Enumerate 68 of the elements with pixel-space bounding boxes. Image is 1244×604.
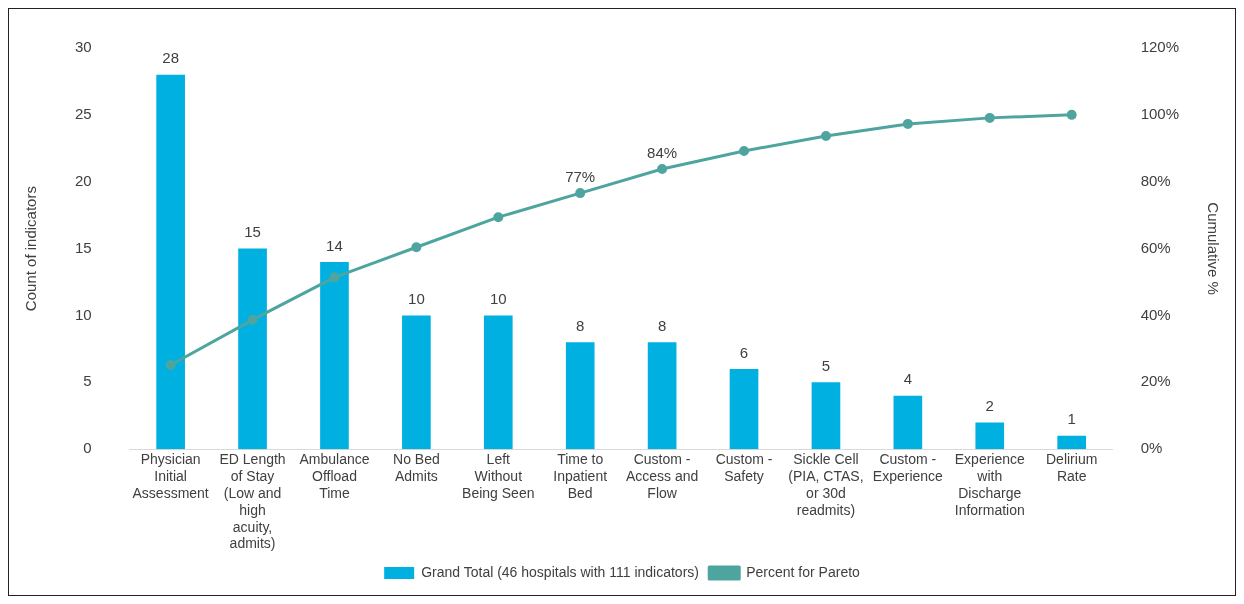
y-tick-label: 15 [75,238,92,256]
data-label: 77% [565,167,596,185]
x-tick-label: Ambulance Offload Time [299,451,370,502]
data-label: 10 [489,290,507,308]
x-tick-label: Custom - Safety [715,451,773,485]
data-label: 84% [647,143,678,161]
y2-axis-title: Cumulative % [1204,202,1222,295]
data-label: 10 [408,290,425,308]
data-label: 28 [162,49,179,67]
data-label: 6 [739,343,749,361]
bar [1057,435,1087,450]
point [247,314,258,325]
y-tick-label: 5 [83,372,92,390]
data-label: 15 [244,223,261,241]
bar [238,248,267,450]
data-label: 4 [903,370,913,388]
x-tick-label: Sickle Cell (PIA, CTAS, or 30d readmits) [788,451,864,518]
bar [156,74,185,450]
bar [565,342,595,450]
bar [975,422,1005,450]
point [165,359,176,370]
x-tick-label: Left Without Being Seen [462,451,535,502]
point [493,212,504,223]
y-axis-title: Count of indicators [22,186,40,312]
y-tick-label: 0 [83,439,92,457]
y2-tick-label: 120% [1140,38,1180,56]
x-tick-label: Custom - Experience [872,451,944,485]
point [411,242,422,253]
point [575,188,586,199]
point [657,164,668,175]
bar [483,315,513,450]
data-label: 8 [657,316,667,334]
y-tick-label: 20 [75,171,92,189]
y2-tick-label: 40% [1140,305,1171,323]
y2-tick-label: 60% [1140,238,1171,256]
x-tick-label: Experience with Discharge Information [954,451,1025,518]
point [1066,109,1077,120]
x-tick-label: No Bed Admits [393,451,440,485]
x-tick-label: Time to Inpatient Bed [553,451,608,502]
y-tick-label: 10 [75,305,92,323]
data-label: 8 [576,316,585,334]
bar [402,315,431,450]
x-tick-label: Delirium Rate [1046,451,1098,485]
x-tick-label: Physician Initial Assessment [132,451,209,502]
y2-tick-label: 0% [1140,439,1163,457]
y-tick-label: 25 [75,105,92,123]
y-tick-label: 30 [75,38,92,56]
point [820,130,831,141]
point [902,118,913,129]
bar [893,395,923,450]
legend-label: Grand Total (46 hospitals with 111 indicators) [421,563,699,580]
bar [729,368,759,450]
point [984,112,995,123]
point [329,272,340,283]
data-label: 5 [821,356,831,374]
y2-tick-label: 20% [1140,372,1171,390]
bar [320,261,349,450]
data-label: 1 [1067,410,1076,428]
x-tick-label: Custom - Access and Flow [625,451,699,502]
y2-tick-label: 100% [1140,105,1180,123]
x-tick-label: ED Length of Stay (Low and high acuity, admits) [219,451,286,552]
bar [647,342,677,450]
data-label: 2 [985,397,994,415]
bar [811,382,841,450]
point [739,145,750,156]
legend-label: Percent for Pareto [746,563,861,580]
y2-tick-label: 80% [1140,171,1171,189]
data-label: 14 [326,236,343,254]
